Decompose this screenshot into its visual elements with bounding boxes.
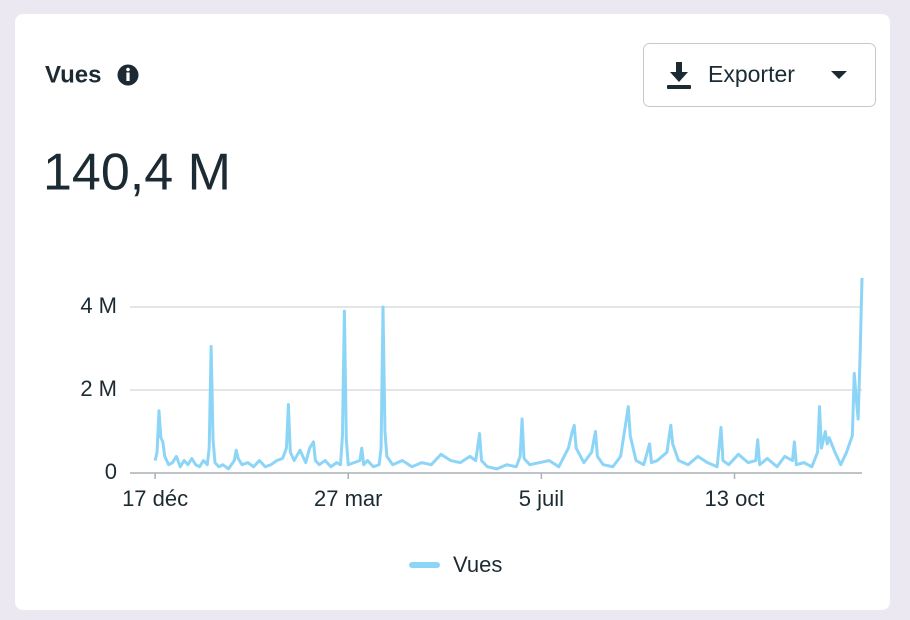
x-tick-label: 27 mar bbox=[314, 486, 382, 511]
y-tick-label: 2 M bbox=[80, 376, 117, 401]
total-value: 140,4 M bbox=[43, 144, 231, 202]
export-button[interactable]: Exporter bbox=[643, 43, 876, 107]
y-tick-label: 4 M bbox=[80, 293, 117, 318]
button-label: Exporter bbox=[708, 61, 795, 87]
plot: 0 2 M 4 M 17 déc 27 mar 5 juil 13 oct Vues bbox=[80, 277, 864, 577]
info-icon[interactable] bbox=[117, 64, 139, 86]
x-tick-label: 13 oct bbox=[705, 486, 765, 511]
series-line bbox=[153, 277, 864, 471]
card-title: Vues bbox=[45, 61, 101, 88]
y-tick-label: 0 bbox=[105, 459, 117, 484]
x-tick-label: 17 déc bbox=[122, 486, 188, 511]
x-tick-label: 5 juil bbox=[519, 486, 564, 511]
dropdown-caret bbox=[831, 71, 847, 79]
download-icon bbox=[667, 62, 691, 89]
legend-label: Vues bbox=[453, 552, 502, 577]
